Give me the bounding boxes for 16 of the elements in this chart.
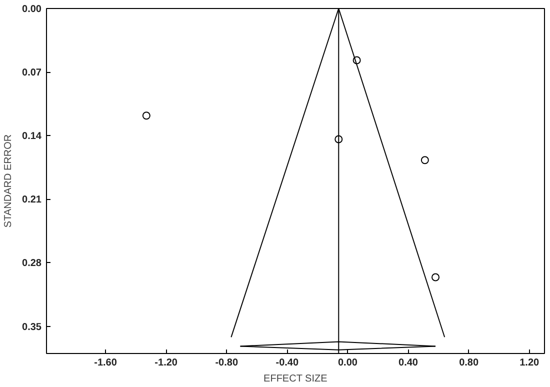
y-tick-label: 0.07 <box>22 68 42 79</box>
y-tick-label: 0.35 <box>22 322 42 333</box>
x-axis-title: EFFECT SIZE <box>264 374 328 384</box>
y-tick-label: 0.21 <box>22 194 42 206</box>
x-tick-label: -1.20 <box>154 358 178 368</box>
x-tick-label: -1.60 <box>94 358 118 368</box>
x-tick-label: -0.80 <box>215 358 238 368</box>
x-tick-label: 0.40 <box>398 358 418 368</box>
y-tick-label: 0.28 <box>22 258 42 270</box>
x-tick-label: -0.40 <box>276 358 300 368</box>
y-tick-label: 0.00 <box>22 4 42 15</box>
x-tick-label: 0.00 <box>338 358 358 368</box>
x-tick-label: 0.80 <box>459 358 479 368</box>
y-tick-label: 0.14 <box>22 131 42 142</box>
y-axis-title: STANDARD ERROR <box>3 134 14 228</box>
x-tick-label: 1.20 <box>520 358 540 368</box>
